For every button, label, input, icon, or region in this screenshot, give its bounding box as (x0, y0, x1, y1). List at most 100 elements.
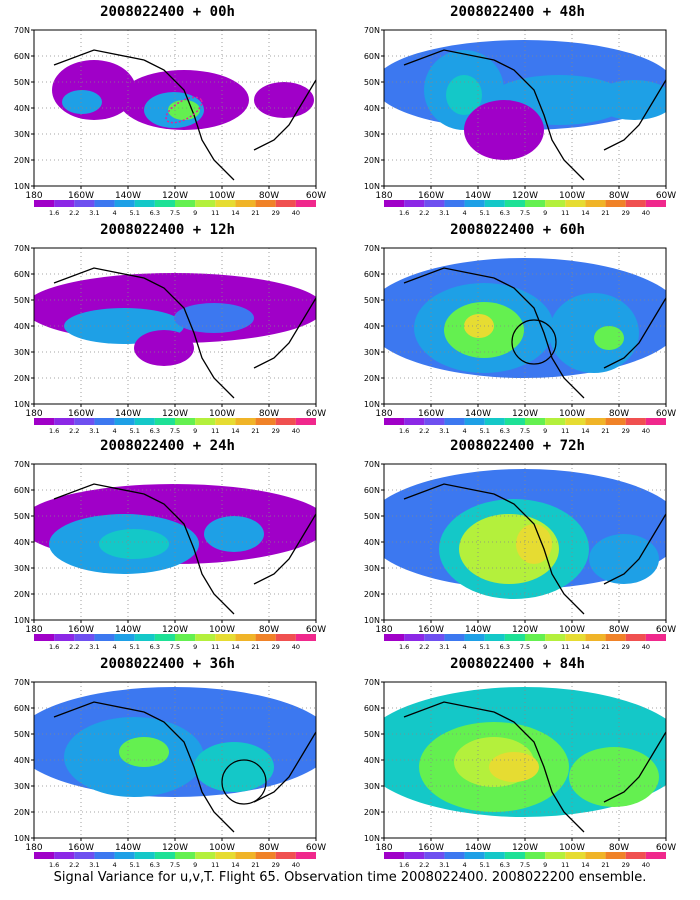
colorbar-swatch (384, 418, 405, 425)
x-tick-label: 60W (656, 843, 676, 853)
colorbar-label: 40 (642, 427, 650, 434)
colorbar-label: 2.2 (419, 643, 429, 650)
colorbar-swatch (384, 200, 405, 207)
variance-shading (464, 100, 544, 160)
y-tick-label: 40N (364, 322, 380, 331)
colorbar-label: 29 (272, 643, 280, 650)
x-tick-label: 120W (162, 409, 188, 419)
colorbar-swatch (545, 200, 566, 207)
colorbar-swatch (625, 200, 646, 207)
y-tick-label: 40N (364, 538, 380, 547)
colorbar-swatch (605, 200, 626, 207)
colorbar-swatch (235, 634, 256, 641)
y-tick-label: 40N (364, 104, 380, 113)
variance-shading (254, 82, 314, 118)
colorbar-swatch (215, 634, 236, 641)
colorbar-swatch (525, 418, 546, 425)
y-tick-label: 70N (364, 26, 380, 35)
colorbar-swatch (154, 418, 175, 425)
variance-shading (119, 737, 169, 767)
x-tick-label: 140W (115, 843, 141, 853)
y-tick-label: 20N (364, 374, 380, 383)
variance-shading (594, 326, 624, 350)
panel-title: 2008022400 + 60h (450, 222, 585, 238)
colorbar-swatch (605, 634, 626, 641)
colorbar-swatch (34, 634, 55, 641)
y-tick-label: 60N (364, 270, 380, 279)
colorbar-label: 7.5 (520, 209, 530, 216)
coastline (403, 267, 666, 399)
colorbar-swatch (34, 852, 55, 859)
colorbar-label: 21 (251, 209, 259, 216)
colorbar-swatch (134, 200, 155, 207)
y-tick-label: 50N (14, 512, 30, 521)
y-tick-label: 20N (14, 156, 30, 165)
colorbar-label: 29 (622, 427, 630, 434)
x-tick-label: 140W (465, 409, 491, 419)
colorbar-swatch (404, 418, 425, 425)
coastline (53, 267, 316, 399)
colorbar-swatch (74, 634, 95, 641)
forecast-panel: 2008022400 + 84h 70N 60N 50N 40N 30N 20N 10N 180… (350, 652, 685, 868)
x-tick-label: 160W (418, 409, 444, 419)
x-tick-label: 120W (512, 191, 538, 201)
y-tick-label: 20N (364, 590, 380, 599)
colorbar-swatch (565, 418, 586, 425)
colorbar-label: 7.5 (170, 643, 180, 650)
y-tick-label: 10N (14, 182, 30, 191)
colorbar-swatch (525, 200, 546, 207)
colorbar-swatch (565, 200, 586, 207)
colorbar-swatch (504, 418, 525, 425)
x-tick-label: 180 (25, 625, 42, 635)
colorbar-label: 21 (601, 643, 609, 650)
x-tick-label: 180 (25, 843, 42, 853)
y-tick-label: 60N (14, 486, 30, 495)
panel-title: 2008022400 + 12h (100, 222, 235, 238)
y-tick-label: 10N (364, 400, 380, 409)
colorbar-swatch (114, 852, 135, 859)
colorbar-swatch (195, 634, 216, 641)
y-tick-label: 70N (364, 244, 380, 253)
colorbar-label: 1.6 (49, 209, 59, 216)
y-tick-label: 70N (14, 244, 30, 253)
coastline (403, 49, 666, 181)
x-tick-label: 100W (559, 409, 585, 419)
colorbar-swatch (484, 418, 505, 425)
panel-title: 2008022400 + 24h (100, 438, 235, 454)
x-tick-label: 100W (209, 843, 235, 853)
colorbar-label: 2.2 (419, 427, 429, 434)
y-tick-label: 10N (14, 834, 30, 843)
colorbar-label: 9 (543, 209, 547, 216)
colorbar-label: 5.1 (480, 861, 490, 868)
colorbar-label: 6.3 (150, 643, 160, 650)
colorbar-swatch (295, 634, 316, 641)
colorbar-label: 5.1 (480, 643, 490, 650)
colorbar-label: 7.5 (170, 427, 180, 434)
colorbar-swatch (154, 200, 175, 207)
colorbar-swatch (235, 200, 256, 207)
colorbar-label: 3.1 (89, 427, 99, 434)
variance-shading (589, 534, 659, 584)
colorbar-label: 7.5 (520, 427, 530, 434)
colorbar-label: 4 (463, 861, 467, 868)
colorbar-label: 4 (113, 643, 117, 650)
x-tick-label: 80W (259, 843, 279, 853)
y-tick-label: 30N (14, 564, 30, 573)
y-tick-label: 40N (14, 322, 30, 331)
variance-shading (134, 330, 194, 366)
x-tick-label: 100W (209, 191, 235, 201)
colorbar-swatch (255, 634, 276, 641)
colorbar-swatch (645, 852, 666, 859)
colorbar-label: 7.5 (170, 861, 180, 868)
colorbar-label: 6.3 (150, 209, 160, 216)
colorbar-label: 3.1 (439, 209, 449, 216)
colorbar-swatch (134, 852, 155, 859)
colorbar-label: 9 (543, 861, 547, 868)
y-tick-label: 30N (364, 130, 380, 139)
y-tick-label: 60N (364, 486, 380, 495)
colorbar-swatch (424, 852, 445, 859)
colorbar-label: 29 (622, 643, 630, 650)
y-tick-label: 30N (14, 782, 30, 791)
colorbar-swatch (585, 200, 606, 207)
